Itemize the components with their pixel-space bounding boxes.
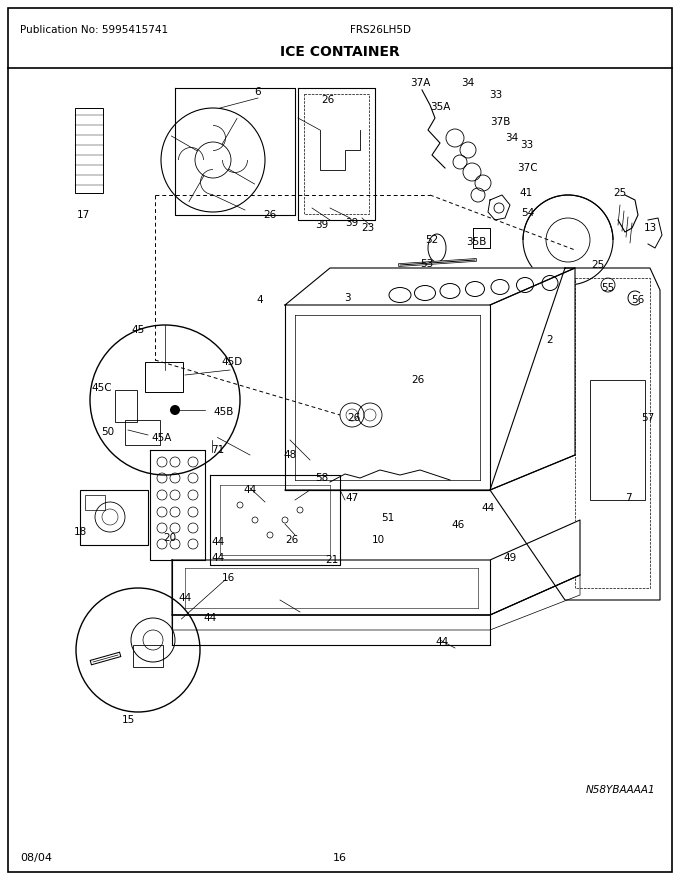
Text: 3: 3 <box>343 293 350 303</box>
Text: Publication No: 5995415741: Publication No: 5995415741 <box>20 25 168 35</box>
Text: 34: 34 <box>505 133 519 143</box>
Text: 44: 44 <box>211 537 224 547</box>
Text: 56: 56 <box>631 295 645 305</box>
Text: 25: 25 <box>613 188 627 198</box>
Text: 37C: 37C <box>517 163 537 173</box>
Polygon shape <box>490 268 575 490</box>
Text: 37A: 37A <box>410 78 430 88</box>
Text: 15: 15 <box>121 715 135 725</box>
Text: 57: 57 <box>641 413 655 423</box>
Text: 45D: 45D <box>222 357 243 367</box>
Text: 51: 51 <box>381 513 394 523</box>
Bar <box>575 278 650 588</box>
Text: ICE CONTAINER: ICE CONTAINER <box>280 45 400 59</box>
Bar <box>75 108 103 193</box>
Text: 21: 21 <box>325 555 339 565</box>
Text: 26: 26 <box>411 375 424 385</box>
Text: FRS26LH5D: FRS26LH5D <box>350 25 411 35</box>
Text: 26: 26 <box>286 535 299 545</box>
Polygon shape <box>285 268 575 305</box>
Text: 71: 71 <box>211 445 224 455</box>
Bar <box>85 495 105 510</box>
Text: 34: 34 <box>461 78 475 88</box>
Text: 44: 44 <box>203 613 217 623</box>
Text: 13: 13 <box>643 223 657 233</box>
Text: N58YBAAAA1: N58YBAAAA1 <box>585 785 655 795</box>
Text: 25: 25 <box>592 260 605 270</box>
Text: 48: 48 <box>284 450 296 460</box>
Text: 33: 33 <box>490 90 503 100</box>
Text: 44: 44 <box>481 503 494 513</box>
Text: 44: 44 <box>435 637 449 647</box>
Text: 20: 20 <box>163 533 177 543</box>
Bar <box>80 490 148 545</box>
Text: 58: 58 <box>316 473 328 483</box>
Text: 26: 26 <box>347 413 360 423</box>
Text: 50: 50 <box>101 427 114 437</box>
Text: 16: 16 <box>333 853 347 863</box>
Text: 35A: 35A <box>430 102 450 112</box>
Text: 41: 41 <box>520 188 532 198</box>
Text: 23: 23 <box>361 223 375 233</box>
Bar <box>590 380 645 500</box>
Polygon shape <box>172 520 580 615</box>
Polygon shape <box>490 268 660 600</box>
Text: 52: 52 <box>426 235 439 245</box>
Text: 39: 39 <box>345 218 358 228</box>
Text: 44: 44 <box>243 485 256 495</box>
Text: 53: 53 <box>420 259 434 269</box>
Text: 7: 7 <box>625 493 631 503</box>
Text: 45A: 45A <box>152 433 172 443</box>
Text: 45: 45 <box>131 325 145 335</box>
Text: 17: 17 <box>76 210 90 220</box>
Text: 45B: 45B <box>214 407 234 417</box>
Text: 26: 26 <box>322 95 335 105</box>
Text: 16: 16 <box>222 573 235 583</box>
Text: 44: 44 <box>211 553 224 563</box>
Text: 2: 2 <box>547 335 554 345</box>
Text: 26: 26 <box>263 210 277 220</box>
Bar <box>133 645 163 667</box>
Bar <box>115 390 137 422</box>
Text: 49: 49 <box>503 553 517 563</box>
Text: 37B: 37B <box>490 117 510 127</box>
Bar <box>125 420 160 445</box>
Text: 33: 33 <box>520 140 534 150</box>
Text: 47: 47 <box>345 493 358 503</box>
Text: 44: 44 <box>178 593 192 603</box>
Text: 6: 6 <box>255 87 261 97</box>
Text: 10: 10 <box>371 535 385 545</box>
Bar <box>145 362 183 392</box>
Text: 08/04: 08/04 <box>20 853 52 863</box>
Text: 18: 18 <box>73 527 86 537</box>
Text: 55: 55 <box>601 283 615 293</box>
Circle shape <box>170 405 180 415</box>
Bar <box>304 94 369 214</box>
Text: 4: 4 <box>256 295 263 305</box>
Text: 54: 54 <box>522 208 534 218</box>
Text: 46: 46 <box>452 520 464 530</box>
Text: 35B: 35B <box>466 237 486 247</box>
Text: 39: 39 <box>316 220 328 230</box>
Polygon shape <box>285 305 490 490</box>
Text: 45C: 45C <box>92 383 112 393</box>
